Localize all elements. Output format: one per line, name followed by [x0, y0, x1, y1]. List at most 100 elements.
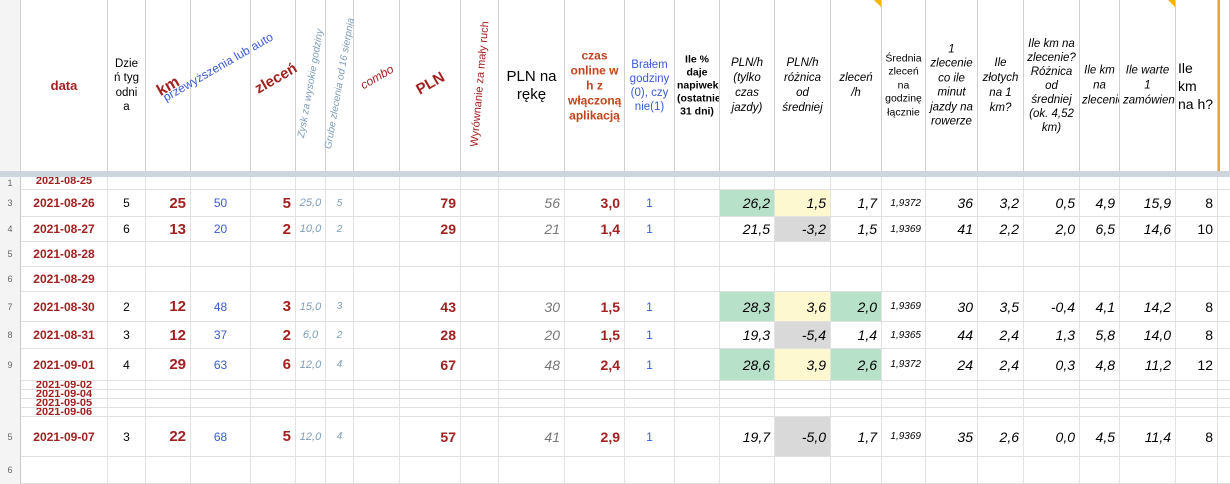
wyrownanie-cell[interactable] — [461, 417, 499, 456]
zlecen-cell[interactable]: 2 — [251, 217, 296, 241]
procent-cell[interactable] — [675, 349, 720, 380]
zlecen-h-cell[interactable]: 2,0 — [831, 292, 882, 321]
zysk-cell[interactable] — [296, 242, 326, 266]
zlecen-h-cell[interactable] — [831, 381, 882, 389]
row-number[interactable] — [0, 381, 21, 390]
date-cell[interactable]: 2021-09-02 — [21, 381, 108, 389]
zlecen-h-cell[interactable]: 2,6 — [831, 349, 882, 380]
pln-h-cell[interactable] — [720, 267, 775, 291]
km-zlecenie-cell[interactable] — [1080, 408, 1120, 416]
combo-cell[interactable] — [354, 457, 400, 483]
dzien-cell[interactable]: 3 — [108, 417, 146, 456]
wyrownanie-cell[interactable] — [461, 349, 499, 380]
pln-na-reke-cell[interactable]: 21 — [499, 217, 565, 241]
zysk-cell[interactable] — [296, 177, 326, 189]
bralem-cell[interactable] — [625, 457, 675, 483]
km-cell[interactable] — [146, 408, 191, 416]
przewyzszenia-cell[interactable]: 68 — [191, 417, 251, 456]
wyrownanie-cell[interactable] — [461, 381, 499, 389]
km-cell[interactable]: 13 — [146, 217, 191, 241]
date-cell[interactable]: 2021-09-01 — [21, 349, 108, 380]
combo-cell[interactable] — [354, 322, 400, 348]
row-number[interactable]: 9 — [0, 349, 21, 381]
km-h-cell[interactable]: 10 — [1176, 217, 1218, 241]
km-cell[interactable] — [146, 390, 191, 398]
procent-cell[interactable] — [675, 242, 720, 266]
srednia-cell[interactable] — [882, 242, 926, 266]
zlecen-cell[interactable]: 5 — [251, 417, 296, 456]
pln-cell[interactable] — [400, 267, 461, 291]
km-zlecenie-cell[interactable] — [1080, 390, 1120, 398]
grube-cell[interactable] — [326, 457, 354, 483]
procent-cell[interactable] — [675, 381, 720, 389]
zysk-cell[interactable]: 12,0 — [296, 349, 326, 380]
km-zlecenie-cell[interactable]: 4,8 — [1080, 349, 1120, 380]
zysk-cell[interactable] — [296, 457, 326, 483]
srednia-cell[interactable] — [882, 267, 926, 291]
header-km-roznica[interactable]: Ile km na zlecenie? Różnica od średniej … — [1024, 0, 1080, 172]
bralem-cell[interactable] — [625, 399, 675, 407]
km-roznica-cell[interactable]: 0,0 — [1024, 417, 1080, 456]
km-roznica-cell[interactable] — [1024, 399, 1080, 407]
combo-cell[interactable] — [354, 349, 400, 380]
zlotych-km-cell[interactable] — [978, 390, 1024, 398]
minuty-cell[interactable] — [926, 242, 978, 266]
procent-cell[interactable] — [675, 322, 720, 348]
dzien-cell[interactable]: 3 — [108, 322, 146, 348]
pln-h-cell[interactable]: 21,5 — [720, 217, 775, 241]
wyrownanie-cell[interactable] — [461, 399, 499, 407]
pln-na-reke-cell[interactable] — [499, 267, 565, 291]
bralem-cell[interactable]: 1 — [625, 292, 675, 321]
srednia-cell[interactable] — [882, 457, 926, 483]
czas-online-cell[interactable] — [565, 267, 625, 291]
zlotych-km-cell[interactable] — [978, 408, 1024, 416]
km-h-cell[interactable] — [1176, 408, 1218, 416]
wyrownanie-cell[interactable] — [461, 292, 499, 321]
row-number[interactable]: 7 — [0, 292, 21, 322]
zlotych-km-cell[interactable]: 2,6 — [978, 417, 1024, 456]
pln-na-reke-cell[interactable] — [499, 177, 565, 189]
srednia-cell[interactable] — [882, 390, 926, 398]
header-pln-h[interactable]: PLN/h (tylko czas jazdy) — [720, 0, 775, 172]
zlecen-h-cell[interactable]: 1,7 — [831, 417, 882, 456]
date-cell[interactable]: 2021-08-29 — [21, 267, 108, 291]
grube-cell[interactable]: 4 — [326, 417, 354, 456]
wyrownanie-cell[interactable] — [461, 267, 499, 291]
zlotych-km-cell[interactable] — [978, 457, 1024, 483]
pln-na-reke-cell[interactable]: 30 — [499, 292, 565, 321]
srednia-cell[interactable]: 1,9369 — [882, 417, 926, 456]
minuty-cell[interactable]: 41 — [926, 217, 978, 241]
header-combo[interactable]: combo — [354, 0, 400, 172]
procent-cell[interactable] — [675, 190, 720, 216]
km-zlecenie-cell[interactable] — [1080, 242, 1120, 266]
km-zlecenie-cell[interactable] — [1080, 399, 1120, 407]
zlecen-cell[interactable]: 5 — [251, 190, 296, 216]
bralem-cell[interactable] — [625, 242, 675, 266]
zlecen-cell[interactable]: 6 — [251, 349, 296, 380]
dzien-cell[interactable] — [108, 390, 146, 398]
warte-cell[interactable] — [1120, 399, 1176, 407]
zlecen-h-cell[interactable] — [831, 399, 882, 407]
roznica-cell[interactable] — [775, 408, 831, 416]
minuty-cell[interactable]: 36 — [926, 190, 978, 216]
roznica-cell[interactable]: -5,4 — [775, 322, 831, 348]
header-warte[interactable]: Ile warte 1 zamówienie? — [1120, 0, 1176, 172]
date-cell[interactable]: 2021-08-27 — [21, 217, 108, 241]
srednia-cell[interactable]: 1,9372 — [882, 349, 926, 380]
grube-cell[interactable]: 5 — [326, 190, 354, 216]
warte-cell[interactable] — [1120, 390, 1176, 398]
srednia-cell[interactable] — [882, 381, 926, 389]
procent-cell[interactable] — [675, 292, 720, 321]
date-cell[interactable] — [21, 457, 108, 483]
combo-cell[interactable] — [354, 408, 400, 416]
date-cell[interactable]: 2021-08-30 — [21, 292, 108, 321]
header-pln-na-reke[interactable]: PLN na rękę — [499, 0, 565, 172]
pln-cell[interactable] — [400, 457, 461, 483]
km-h-cell[interactable] — [1176, 457, 1218, 483]
pln-h-cell[interactable]: 28,3 — [720, 292, 775, 321]
wyrownanie-cell[interactable] — [461, 190, 499, 216]
czas-online-cell[interactable] — [565, 177, 625, 189]
zlecen-cell[interactable] — [251, 267, 296, 291]
przewyzszenia-cell[interactable] — [191, 457, 251, 483]
header-pln[interactable]: PLN — [400, 0, 461, 172]
